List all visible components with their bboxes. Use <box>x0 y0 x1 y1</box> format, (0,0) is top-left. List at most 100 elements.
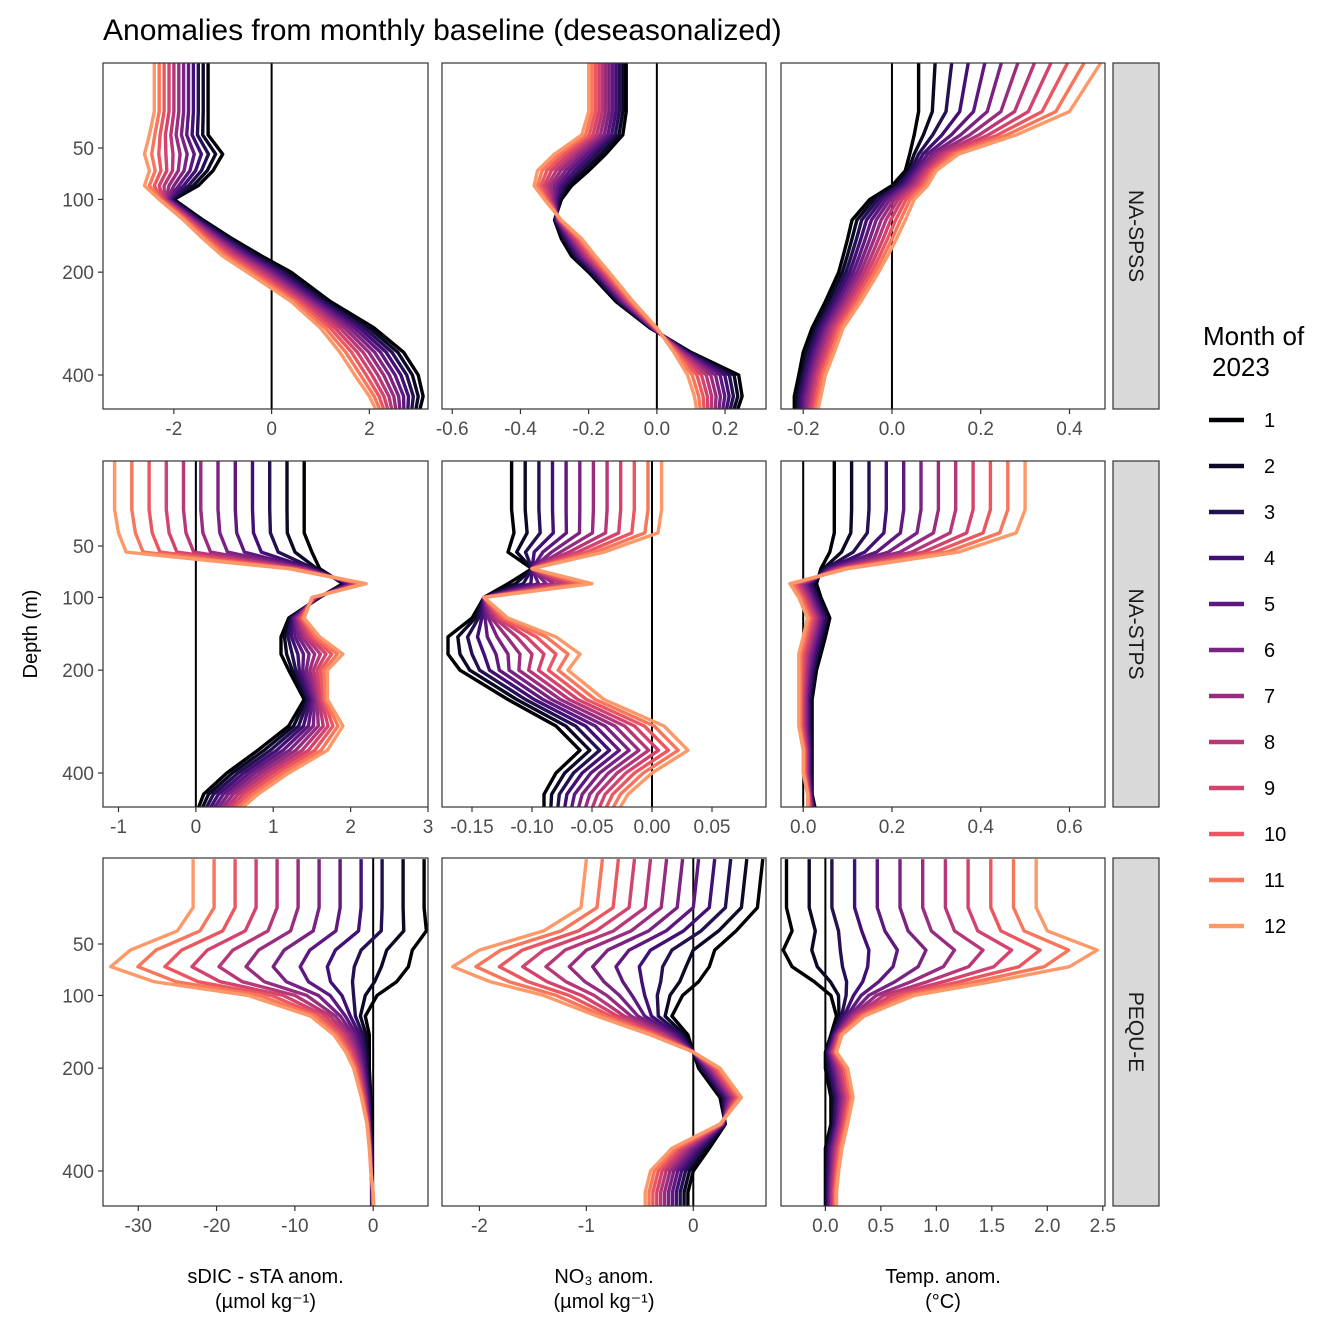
x-tick-label: 0.5 <box>868 1216 894 1237</box>
x-tick-label: 0 <box>688 1216 699 1237</box>
series-line-month-6 <box>216 461 356 807</box>
series-line-month-10 <box>482 461 671 807</box>
series-line-month-7 <box>199 461 358 807</box>
panel-pequ-e-temp: 0.0 0.5 1.0 1.5 2.0 2.5 <box>780 857 1116 1237</box>
panel-background <box>442 858 766 1206</box>
series-line-month-8 <box>546 63 714 409</box>
x-tick-label: 0 <box>266 419 277 440</box>
strip-background <box>1112 62 1160 410</box>
x-tick-label: 0.0 <box>879 419 905 440</box>
series-line-month-12 <box>834 859 1099 1206</box>
x-tick-label: 0.0 <box>790 817 816 838</box>
series-line-month-9 <box>164 461 362 807</box>
series-line-month-11 <box>130 461 366 807</box>
x-tick-label: -0.15 <box>450 817 493 838</box>
x-tick-label: 2 <box>345 817 356 838</box>
strip-na-spss: NA-SPSS <box>1112 62 1160 410</box>
series-lines <box>788 461 1027 807</box>
y-tick-label: 200 <box>62 661 94 682</box>
panel-border <box>102 62 429 410</box>
series-line-month-1 <box>552 63 744 409</box>
series-line-month-4 <box>168 63 411 409</box>
legend-entry-month-7: 7 <box>1209 686 1275 708</box>
series-line-month-8 <box>807 63 1036 409</box>
series-line-month-2 <box>794 63 937 409</box>
legend-label: 1 <box>1264 410 1275 432</box>
x-axis-title-temp-line2: (°C) <box>925 1291 961 1313</box>
legend-label: 12 <box>1264 916 1286 938</box>
y-tick-label: 200 <box>62 263 94 284</box>
series-line-month-12 <box>816 63 1103 409</box>
x-tick-label: -1 <box>578 1216 595 1237</box>
series-line-month-5 <box>553 63 727 409</box>
series-line-month-2 <box>170 63 420 409</box>
strip-pequ-e: PEQU-E <box>1112 857 1160 1207</box>
series-line-month-10 <box>539 63 706 409</box>
x-tick-label: 0.4 <box>1056 419 1083 440</box>
strip-na-stps: NA-STPS <box>1112 460 1160 808</box>
series-line-month-10 <box>812 63 1070 409</box>
series-line-month-8 <box>162 63 394 409</box>
legend-entry-month-11: 11 <box>1209 870 1285 892</box>
x-axis-title-no3-line1: NO₃ anom. <box>554 1266 653 1288</box>
x-axis-titles: sDIC - sTA anom. (µmol kg⁻¹) NO₃ anom. (µmo… <box>187 1266 1000 1313</box>
series-line-month-4 <box>799 63 970 409</box>
y-tick-label: 100 <box>62 190 94 211</box>
series-line-month-1 <box>172 63 425 409</box>
series-line-month-12 <box>142 63 378 409</box>
legend-label: 4 <box>1264 548 1275 570</box>
y-tick-label: 400 <box>62 764 94 785</box>
x-tick-label: -2 <box>471 1216 488 1237</box>
series-line-month-7 <box>805 63 1020 409</box>
series-line-month-2 <box>553 63 740 409</box>
x-axis-title-sdic-line2: (µmol kg⁻¹) <box>215 1291 316 1313</box>
panel-border <box>102 460 429 808</box>
series-line-month-12 <box>451 858 744 1206</box>
x-tick-label: -0.6 <box>436 419 469 440</box>
series-line-month-8 <box>482 461 651 807</box>
legend-entry-month-9: 9 <box>1209 778 1275 800</box>
legend-entry-month-12: 12 <box>1209 916 1286 938</box>
series-line-month-7 <box>164 63 398 409</box>
y-tick-label: 400 <box>62 366 94 387</box>
x-tick-label: -1 <box>110 817 127 838</box>
strip-label: PEQU-E <box>1124 992 1147 1073</box>
panel-border <box>780 460 1106 808</box>
legend-entry-month-1: 1 <box>1209 410 1275 432</box>
series-line-month-12 <box>482 461 690 807</box>
series-lines <box>532 63 744 409</box>
series-line-month-9 <box>157 63 390 409</box>
x-tick-label: 0 <box>191 817 202 838</box>
series-line-month-10 <box>152 63 386 409</box>
x-tick-label: 0.6 <box>1056 817 1082 838</box>
series-lines <box>781 859 1099 1206</box>
row-strips: NA-SPSS NA-STPS PEQU-E <box>1112 62 1160 1207</box>
x-axis-title-no3-line2: (µmol kg⁻¹) <box>554 1291 655 1313</box>
legend-label: 3 <box>1264 502 1275 524</box>
panel-pequ-e-sdic: -30 -20 -10 0 50 100 200 400 <box>62 857 429 1237</box>
series-lines <box>109 859 428 1206</box>
panel-background <box>103 858 428 1206</box>
y-tick-label: 100 <box>62 588 94 609</box>
legend-entry-month-2: 2 <box>1209 456 1275 478</box>
x-tick-label: -30 <box>125 1216 152 1237</box>
panel-border <box>441 62 767 410</box>
legend-entry-month-6: 6 <box>1209 640 1275 662</box>
series-line-month-11 <box>814 63 1086 409</box>
series-line-month-10 <box>147 461 364 807</box>
legend-entry-month-3: 3 <box>1209 502 1275 524</box>
series-lines <box>792 63 1103 409</box>
strip-label: NA-STPS <box>1124 588 1147 679</box>
strip-background <box>1112 460 1160 808</box>
legend-label: 6 <box>1264 640 1275 662</box>
series-line-month-9 <box>482 461 661 807</box>
series-line-month-5 <box>212 461 353 807</box>
legend-entry-month-10: 10 <box>1209 824 1286 846</box>
legend-label: 9 <box>1264 778 1275 800</box>
x-tick-label: 3 <box>423 817 434 838</box>
x-tick-label: -2 <box>165 419 182 440</box>
series-lines <box>142 63 425 409</box>
legend-title-line1: Month of <box>1203 321 1305 351</box>
panel-border <box>102 857 429 1207</box>
